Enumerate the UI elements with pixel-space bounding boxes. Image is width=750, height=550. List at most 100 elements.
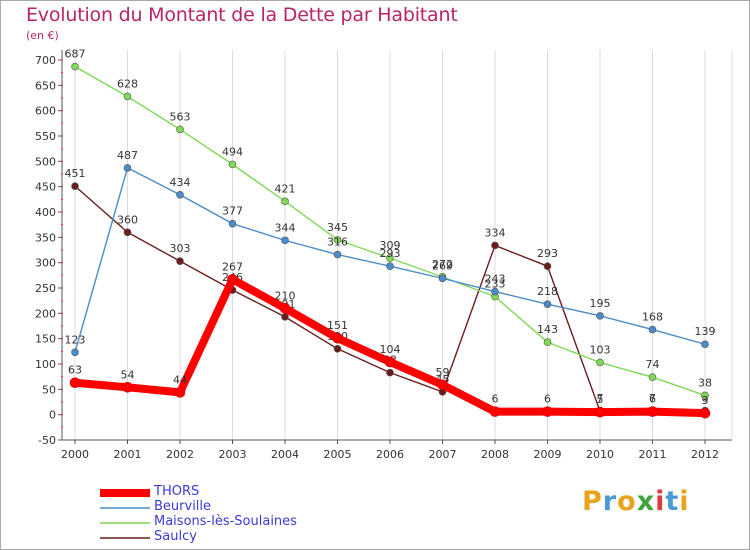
- data-point: [648, 373, 657, 381]
- data-point: [281, 197, 289, 206]
- data-point: [543, 262, 552, 271]
- data-label: 434: [170, 176, 191, 189]
- data-point: [386, 254, 394, 262]
- legend-swatch-beurville: [100, 507, 150, 509]
- data-label: 44: [173, 373, 187, 386]
- data-point: [228, 219, 237, 228]
- data-point: [437, 379, 448, 391]
- data-label: 360: [117, 213, 138, 226]
- legend-label-thors: THORS: [154, 484, 200, 499]
- logo-letter: o: [617, 486, 637, 517]
- data-label: 267: [222, 260, 243, 273]
- data-label: 74: [646, 358, 660, 371]
- x-tick-label: 2005: [324, 448, 352, 461]
- proxiti-logo: Proxiti: [582, 486, 690, 517]
- data-label: 377: [222, 205, 243, 218]
- data-label: 218: [537, 285, 558, 298]
- y-tick-label: 350: [35, 231, 56, 244]
- data-label: 269: [432, 259, 453, 272]
- data-label: 5: [597, 393, 604, 406]
- data-label: 345: [327, 221, 348, 234]
- data-point: [176, 257, 184, 265]
- data-point: [333, 250, 342, 259]
- data-point: [123, 164, 132, 172]
- data-point: [594, 406, 606, 418]
- y-tick-label: 500: [35, 155, 56, 168]
- data-point: [489, 406, 501, 417]
- logo-letter: x: [636, 486, 656, 517]
- data-label: 6: [649, 393, 656, 406]
- legend-swatch-saulcy: [100, 537, 150, 539]
- data-point: [71, 348, 79, 357]
- y-tick-label: 50: [42, 383, 56, 396]
- data-point: [701, 391, 709, 400]
- data-point: [596, 358, 604, 367]
- data-label: 487: [117, 149, 138, 162]
- data-point: [227, 274, 238, 285]
- y-tick-label: 550: [35, 130, 56, 143]
- data-point: [122, 382, 133, 393]
- data-point: [281, 236, 289, 245]
- x-tick-label: 2001: [114, 448, 142, 461]
- data-label: 195: [590, 297, 611, 310]
- data-label: 293: [537, 247, 558, 260]
- x-tick-label: 2012: [691, 448, 719, 461]
- data-label: 494: [222, 145, 243, 158]
- data-point: [386, 368, 394, 377]
- data-point: [71, 62, 79, 71]
- data-label: 6: [544, 393, 551, 406]
- data-label: 3: [702, 394, 709, 407]
- unit-label: (en €): [26, 29, 59, 42]
- y-tick-label: -50: [38, 434, 56, 447]
- data-label: 7: [649, 392, 656, 405]
- legend-label-beurville: Beurville: [154, 499, 212, 514]
- x-tick-label: 2008: [481, 448, 509, 461]
- data-point: [281, 313, 289, 321]
- data-point: [279, 302, 291, 314]
- y-tick-label: 250: [35, 282, 56, 295]
- data-point: [701, 340, 709, 349]
- data-label: 421: [275, 182, 296, 195]
- logo-letter: t: [665, 486, 680, 517]
- data-label: 628: [117, 77, 138, 90]
- data-label: 563: [170, 110, 191, 123]
- data-point: [543, 338, 552, 347]
- x-tick-label: 2006: [376, 448, 404, 461]
- data-point: [491, 241, 499, 250]
- y-tick-label: 200: [35, 307, 56, 320]
- y-tick-label: 0: [49, 409, 56, 422]
- y-tick-label: 600: [35, 105, 56, 118]
- data-point: [699, 407, 711, 419]
- data-point: [384, 356, 396, 368]
- data-point: [647, 406, 658, 417]
- data-label: 334: [485, 226, 506, 239]
- data-point: [69, 377, 81, 389]
- data-point: [543, 300, 552, 309]
- data-label: 139: [695, 325, 716, 338]
- data-point: [174, 387, 186, 398]
- data-label: 38: [698, 376, 712, 389]
- data-label: 210: [275, 289, 296, 302]
- data-label: 7: [597, 392, 604, 405]
- data-label: 451: [65, 167, 86, 180]
- data-label: 104: [380, 343, 401, 356]
- y-tick-label: 150: [35, 333, 56, 346]
- data-point: [333, 236, 342, 244]
- data-label: 316: [327, 236, 348, 249]
- legend-label-maisons: Maisons-lès-Soulaines: [154, 514, 297, 529]
- data-label: 168: [642, 311, 663, 324]
- data-point: [491, 287, 499, 296]
- logo-letter: P: [582, 486, 603, 517]
- y-tick-label: 400: [35, 206, 56, 219]
- data-point: [648, 325, 657, 334]
- logo-letter: r: [602, 486, 618, 517]
- data-point: [333, 344, 342, 353]
- data-label: 243: [485, 273, 506, 286]
- logo-letter: i: [679, 486, 690, 517]
- x-tick-label: 2002: [166, 448, 194, 461]
- data-label: 63: [68, 364, 82, 377]
- x-tick-label: 2011: [639, 448, 667, 461]
- legend-label-saulcy: Saulcy: [154, 529, 197, 544]
- data-label: 272: [432, 258, 453, 271]
